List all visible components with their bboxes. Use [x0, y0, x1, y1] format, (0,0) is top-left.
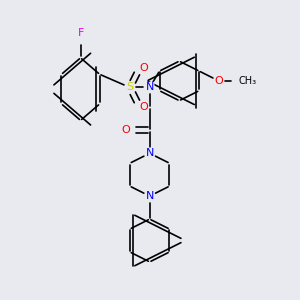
- Text: O: O: [140, 63, 148, 73]
- Text: O: O: [140, 102, 148, 112]
- Text: N: N: [146, 82, 154, 92]
- Text: N: N: [146, 191, 154, 201]
- Text: S: S: [126, 82, 134, 92]
- Text: F: F: [77, 28, 84, 38]
- Text: O: O: [121, 125, 130, 135]
- Text: O: O: [214, 76, 223, 86]
- Text: N: N: [146, 148, 154, 158]
- Text: CH₃: CH₃: [238, 76, 256, 86]
